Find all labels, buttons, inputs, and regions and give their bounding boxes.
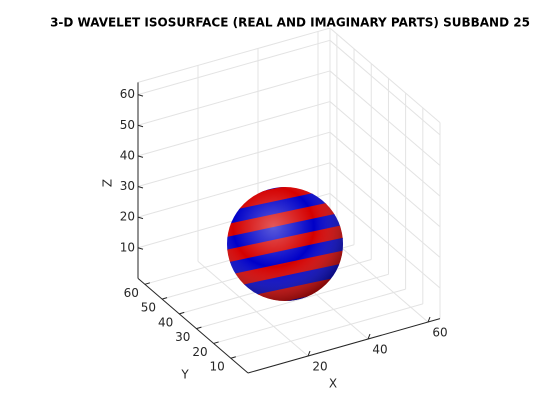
y-axis-label: Y (180, 368, 189, 382)
y-tick (179, 311, 185, 315)
x-tick-label: 40 (372, 343, 387, 357)
y-tick-label: 30 (175, 330, 190, 344)
chart-title: 3-D WAVELET ISOSURFACE (REAL AND IMAGINA… (50, 16, 530, 30)
grid-line (329, 101, 441, 197)
z-tick (137, 216, 144, 220)
z-tick-label: 40 (120, 148, 135, 162)
y-tick (196, 326, 202, 330)
y-axis (137, 278, 249, 374)
z-tick-label: 50 (120, 118, 135, 132)
y-tick (161, 297, 168, 300)
y-tick (144, 282, 151, 285)
grid-line (137, 39, 331, 96)
grid-line (137, 131, 331, 188)
z-axis-label: Z (101, 179, 115, 187)
x-tick-label: 60 (432, 326, 447, 340)
grid-line (230, 303, 423, 359)
y-tick-label: 50 (141, 301, 156, 315)
z-tick-label: 10 (120, 240, 135, 254)
surface-shading (227, 187, 343, 301)
x-tick (427, 316, 431, 323)
isosurface-band (227, 187, 343, 196)
y-tick-label: 20 (192, 345, 207, 359)
box-edge (137, 27, 331, 83)
grid-line (137, 162, 331, 218)
z-tick (137, 124, 144, 128)
x-axis-label: X (329, 377, 337, 391)
grid-line (213, 288, 406, 344)
grid-line (329, 162, 441, 258)
grid-line (329, 193, 441, 289)
x-tick (367, 333, 371, 340)
z-tick-label: 60 (120, 87, 135, 101)
box-edge (329, 27, 441, 124)
grid-line (329, 131, 441, 228)
y-tick-label: 40 (158, 315, 173, 329)
y-tick (213, 341, 219, 344)
y-tick (230, 356, 236, 359)
x-axis (247, 318, 441, 374)
grid-line (329, 70, 441, 166)
z-tick (137, 247, 144, 250)
x-tick (307, 350, 311, 357)
z-tick (137, 186, 144, 189)
grid-line (137, 70, 331, 126)
isosurface-band (227, 293, 343, 301)
grid-line (329, 39, 441, 136)
grid-line (196, 273, 389, 330)
grid-line (197, 261, 309, 357)
x-tick-label: 20 (312, 360, 327, 374)
z-tick-label: 20 (120, 210, 135, 224)
y-tick-label: 60 (124, 286, 139, 300)
z-tick (137, 155, 144, 158)
z-tick-label: 30 (120, 179, 135, 193)
y-tick-label: 10 (210, 360, 225, 374)
z-tick (137, 94, 144, 97)
grid-line (137, 101, 331, 157)
